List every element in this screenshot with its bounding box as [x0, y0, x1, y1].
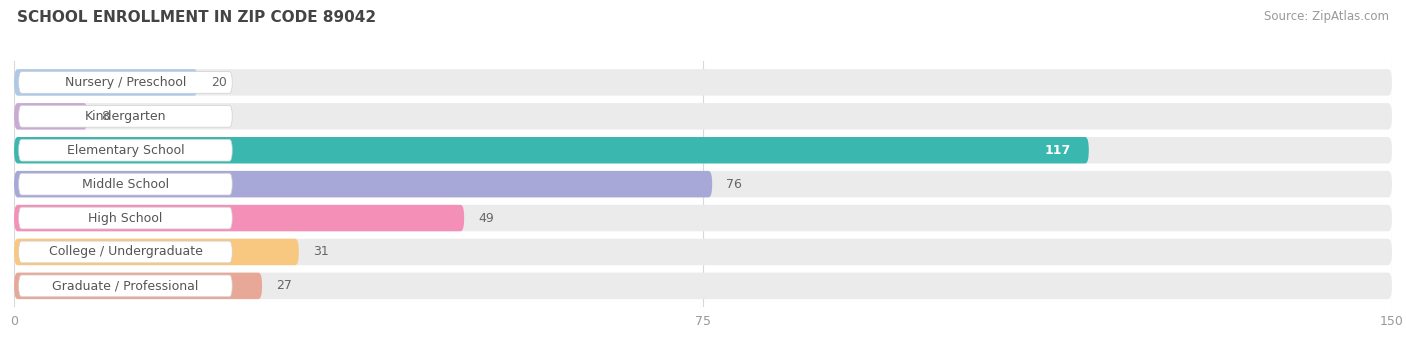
Text: 76: 76	[725, 178, 742, 191]
FancyBboxPatch shape	[14, 137, 1392, 163]
FancyBboxPatch shape	[14, 273, 262, 299]
FancyBboxPatch shape	[14, 239, 1392, 265]
Text: Kindergarten: Kindergarten	[84, 110, 166, 123]
FancyBboxPatch shape	[14, 103, 1392, 130]
FancyBboxPatch shape	[18, 139, 232, 161]
Text: 117: 117	[1045, 144, 1070, 157]
FancyBboxPatch shape	[14, 205, 464, 231]
Text: Nursery / Preschool: Nursery / Preschool	[65, 76, 186, 89]
Text: 31: 31	[312, 246, 329, 258]
Text: College / Undergraduate: College / Undergraduate	[48, 246, 202, 258]
FancyBboxPatch shape	[14, 171, 713, 197]
FancyBboxPatch shape	[18, 173, 232, 195]
Text: 49: 49	[478, 211, 494, 225]
FancyBboxPatch shape	[18, 275, 232, 297]
Text: Source: ZipAtlas.com: Source: ZipAtlas.com	[1264, 10, 1389, 23]
Text: SCHOOL ENROLLMENT IN ZIP CODE 89042: SCHOOL ENROLLMENT IN ZIP CODE 89042	[17, 10, 375, 25]
FancyBboxPatch shape	[14, 205, 1392, 231]
FancyBboxPatch shape	[14, 239, 299, 265]
Text: 27: 27	[276, 279, 291, 292]
FancyBboxPatch shape	[14, 137, 1088, 163]
Text: 8: 8	[101, 110, 110, 123]
FancyBboxPatch shape	[14, 69, 1392, 95]
Text: Elementary School: Elementary School	[66, 144, 184, 157]
Text: High School: High School	[89, 211, 163, 225]
FancyBboxPatch shape	[18, 207, 232, 229]
Text: Middle School: Middle School	[82, 178, 169, 191]
FancyBboxPatch shape	[14, 273, 1392, 299]
FancyBboxPatch shape	[14, 171, 1392, 197]
FancyBboxPatch shape	[18, 241, 232, 263]
FancyBboxPatch shape	[14, 103, 87, 130]
FancyBboxPatch shape	[14, 69, 198, 95]
Text: Graduate / Professional: Graduate / Professional	[52, 279, 198, 292]
FancyBboxPatch shape	[18, 105, 232, 127]
Text: 20: 20	[211, 76, 228, 89]
FancyBboxPatch shape	[18, 72, 232, 93]
